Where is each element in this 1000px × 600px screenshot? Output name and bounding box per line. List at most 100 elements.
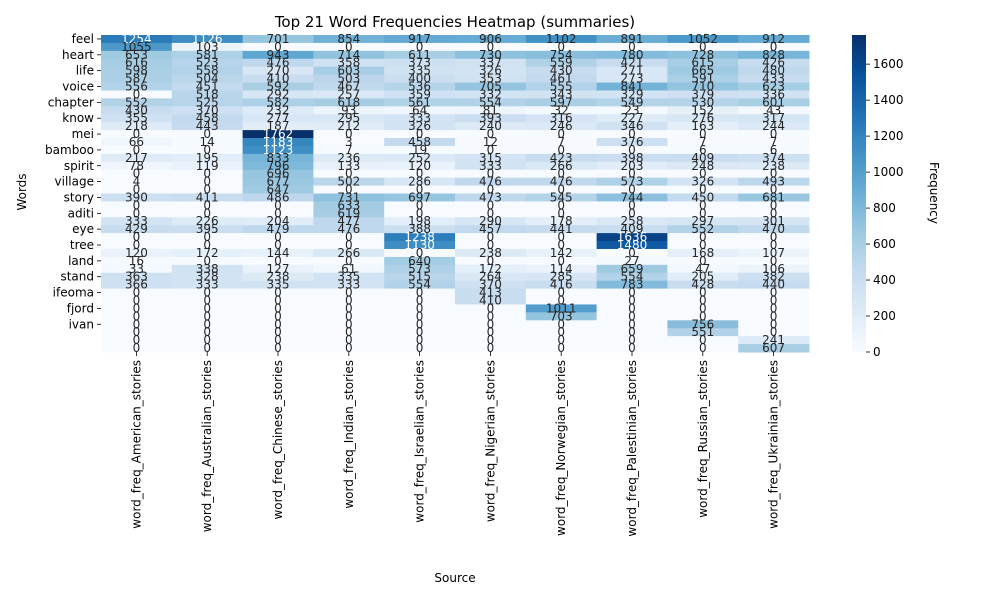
cell-value-label: 515 <box>408 270 431 284</box>
heatmap-cell <box>313 58 385 68</box>
cell-value-label: 203 <box>621 159 644 173</box>
heatmap-cell <box>525 264 598 274</box>
heatmap-cell <box>384 177 456 187</box>
cell-value-label: 0 <box>345 238 353 252</box>
heatmap-cell <box>455 241 527 250</box>
heatmap-cell <box>171 248 244 258</box>
heatmap-cell <box>313 177 385 187</box>
heatmap-cell <box>455 58 527 68</box>
cell-value-label: 0 <box>345 293 353 307</box>
cell-value-label: 382 <box>762 270 785 284</box>
heatmap-cell <box>313 161 385 171</box>
heatmap-cell <box>101 336 173 345</box>
heatmap-cell <box>596 122 668 131</box>
cell-value-label: 379 <box>691 87 714 101</box>
cell-value-label: 333 <box>337 278 360 292</box>
heatmap-cell <box>596 169 668 179</box>
heatmap-cell <box>242 209 314 218</box>
cell-value-label: 0 <box>770 254 778 268</box>
y-tick-label: ivan <box>69 317 94 331</box>
cell-value-label: 393 <box>479 111 502 125</box>
cell-value-label: 43 <box>766 103 781 117</box>
heatmap-cell <box>171 114 244 123</box>
cell-value-label: 441 <box>550 222 573 236</box>
heatmap-cell <box>525 122 598 131</box>
cell-value-label: 0 <box>699 341 707 355</box>
heatmap-cell <box>384 272 456 282</box>
cell-value-label: 0 <box>416 40 424 54</box>
cell-value-label: 730 <box>479 48 502 62</box>
heatmap-cell <box>101 241 173 250</box>
heatmap-cell <box>738 241 810 250</box>
cell-value-label: 0 <box>345 230 353 244</box>
cell-value-label: 326 <box>408 119 431 133</box>
cell-value-label: 467 <box>337 80 360 94</box>
heatmap-cell <box>525 217 598 226</box>
heatmap-cell <box>384 312 456 321</box>
heatmap-cell <box>596 130 668 139</box>
heatmap-cell <box>667 74 739 84</box>
cell-value-label: 426 <box>762 56 785 70</box>
x-tick-label: word_freq_Israelian_stories <box>413 360 427 523</box>
heatmap-cell <box>596 233 668 242</box>
cell-value-label: 7 <box>345 143 353 157</box>
heatmap-cell <box>101 256 173 266</box>
cell-value-label: 476 <box>479 175 502 189</box>
x-tick-label: word_freq_Indian_stories <box>342 360 356 509</box>
heatmap-cell <box>596 272 668 282</box>
heatmap-cell <box>596 114 668 123</box>
cell-value-label: 0 <box>699 167 707 181</box>
cell-value-label: 0 <box>203 325 211 339</box>
heatmap-cell <box>455 193 527 202</box>
cell-value-label: 1183 <box>263 135 294 149</box>
heatmap-cell <box>738 153 810 163</box>
heatmap-cell <box>525 185 598 194</box>
cell-value-label: 0 <box>699 254 707 268</box>
heatmap-cell <box>455 296 527 305</box>
cell-value-label: 530 <box>691 95 714 109</box>
cell-value-label: 152 <box>691 103 714 117</box>
cell-value-label: 561 <box>408 95 431 109</box>
heatmap-cell <box>455 50 527 60</box>
heatmap-cell <box>667 304 739 313</box>
heatmap-cell <box>101 288 173 298</box>
cell-value-label: 286 <box>408 175 431 189</box>
heatmap-cell <box>525 328 598 337</box>
cell-value-label: 0 <box>770 317 778 331</box>
cell-value-label: 0 <box>345 325 353 339</box>
cell-value-label: 252 <box>408 151 431 165</box>
cell-value-label: 943 <box>267 48 290 62</box>
cell-value-label: 19 <box>412 143 427 157</box>
cell-value-label: 390 <box>125 190 148 204</box>
heatmap-cell <box>101 153 173 163</box>
cell-value-label: 409 <box>691 151 714 165</box>
heatmap-cell <box>738 328 810 337</box>
cell-value-label: 0 <box>345 183 353 197</box>
cell-value-label: 0 <box>487 230 495 244</box>
cell-value-label: 370 <box>479 278 502 292</box>
cell-value-label: 502 <box>337 175 360 189</box>
cell-value-label: 681 <box>762 190 785 204</box>
heatmap-cell <box>455 98 527 107</box>
y-tick-label: mei <box>72 127 94 141</box>
cell-value-label: 796 <box>267 159 290 173</box>
cell-value-label: 343 <box>550 87 573 101</box>
cell-value-label: 0 <box>770 325 778 339</box>
heatmap-cell <box>384 82 456 91</box>
cell-value-label: 744 <box>621 190 644 204</box>
heatmap-cell <box>384 42 456 52</box>
cell-value-label: 0 <box>487 167 495 181</box>
heatmap-cell <box>242 130 314 139</box>
cell-value-label: 103 <box>196 40 219 54</box>
heatmap-cell <box>242 90 314 99</box>
heatmap-cell <box>596 344 668 353</box>
heatmap-cell <box>101 106 173 115</box>
heatmap-cell <box>596 35 668 44</box>
cell-value-label: 0 <box>133 183 141 197</box>
cell-value-label: 64 <box>412 103 427 117</box>
cell-value-label: 665 <box>691 64 714 78</box>
colorbar <box>852 35 866 352</box>
heatmap-cell <box>101 320 173 329</box>
colorbar-label: Frequency <box>927 162 941 224</box>
heatmap-cell <box>171 145 244 155</box>
